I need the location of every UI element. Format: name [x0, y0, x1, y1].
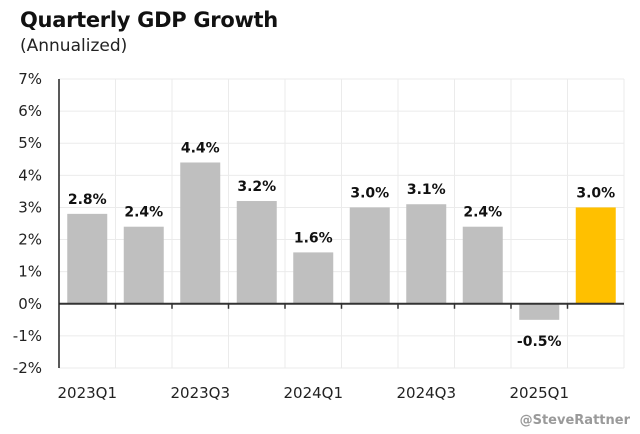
- bar-2023Q1: [67, 213, 108, 304]
- data-label: 2.8%: [68, 192, 107, 208]
- y-tick-label: -2%: [13, 359, 42, 377]
- x-tick-label: 2024Q3: [396, 384, 456, 402]
- bar-2025Q2: [575, 207, 616, 304]
- bar-2024Q4: [462, 226, 503, 304]
- bar-2023Q4: [236, 201, 277, 304]
- data-label: 4.4%: [181, 140, 220, 156]
- y-tick-label: 7%: [18, 70, 42, 88]
- data-label: 3.0%: [350, 185, 389, 201]
- bar-2024Q2: [349, 207, 390, 304]
- bar-2024Q3: [406, 204, 447, 304]
- y-tick-label: -1%: [13, 327, 42, 345]
- chart-title: Quarterly GDP Growth: [20, 8, 278, 32]
- chart-subtitle: (Annualized): [20, 36, 128, 56]
- data-label: -0.5%: [517, 334, 562, 350]
- bar-2023Q2: [123, 226, 164, 304]
- bar-2023Q3: [180, 162, 221, 304]
- x-tick-label: 2023Q1: [57, 384, 117, 402]
- y-tick-label: 0%: [18, 295, 42, 313]
- data-label: 2.4%: [124, 205, 163, 221]
- data-label: 1.6%: [294, 230, 333, 246]
- y-tick-label: 6%: [18, 102, 42, 120]
- credit-watermark: @SteveRattner: [519, 413, 630, 428]
- y-tick-label: 1%: [18, 263, 42, 281]
- data-label: 2.4%: [463, 205, 502, 221]
- data-label: 3.2%: [237, 179, 276, 195]
- bar-2024Q1: [293, 252, 334, 304]
- bar-2025Q1: [519, 303, 560, 320]
- data-label: 3.0%: [576, 185, 615, 201]
- x-tick-label: 2024Q1: [283, 384, 343, 402]
- y-tick-label: 5%: [18, 134, 42, 152]
- data-label: 3.1%: [407, 182, 446, 198]
- x-tick-label: 2023Q3: [170, 384, 230, 402]
- y-tick-label: 2%: [18, 231, 42, 249]
- y-tick-label: 4%: [18, 166, 42, 184]
- x-tick-label: 2025Q1: [509, 384, 569, 402]
- y-tick-label: 3%: [18, 198, 42, 216]
